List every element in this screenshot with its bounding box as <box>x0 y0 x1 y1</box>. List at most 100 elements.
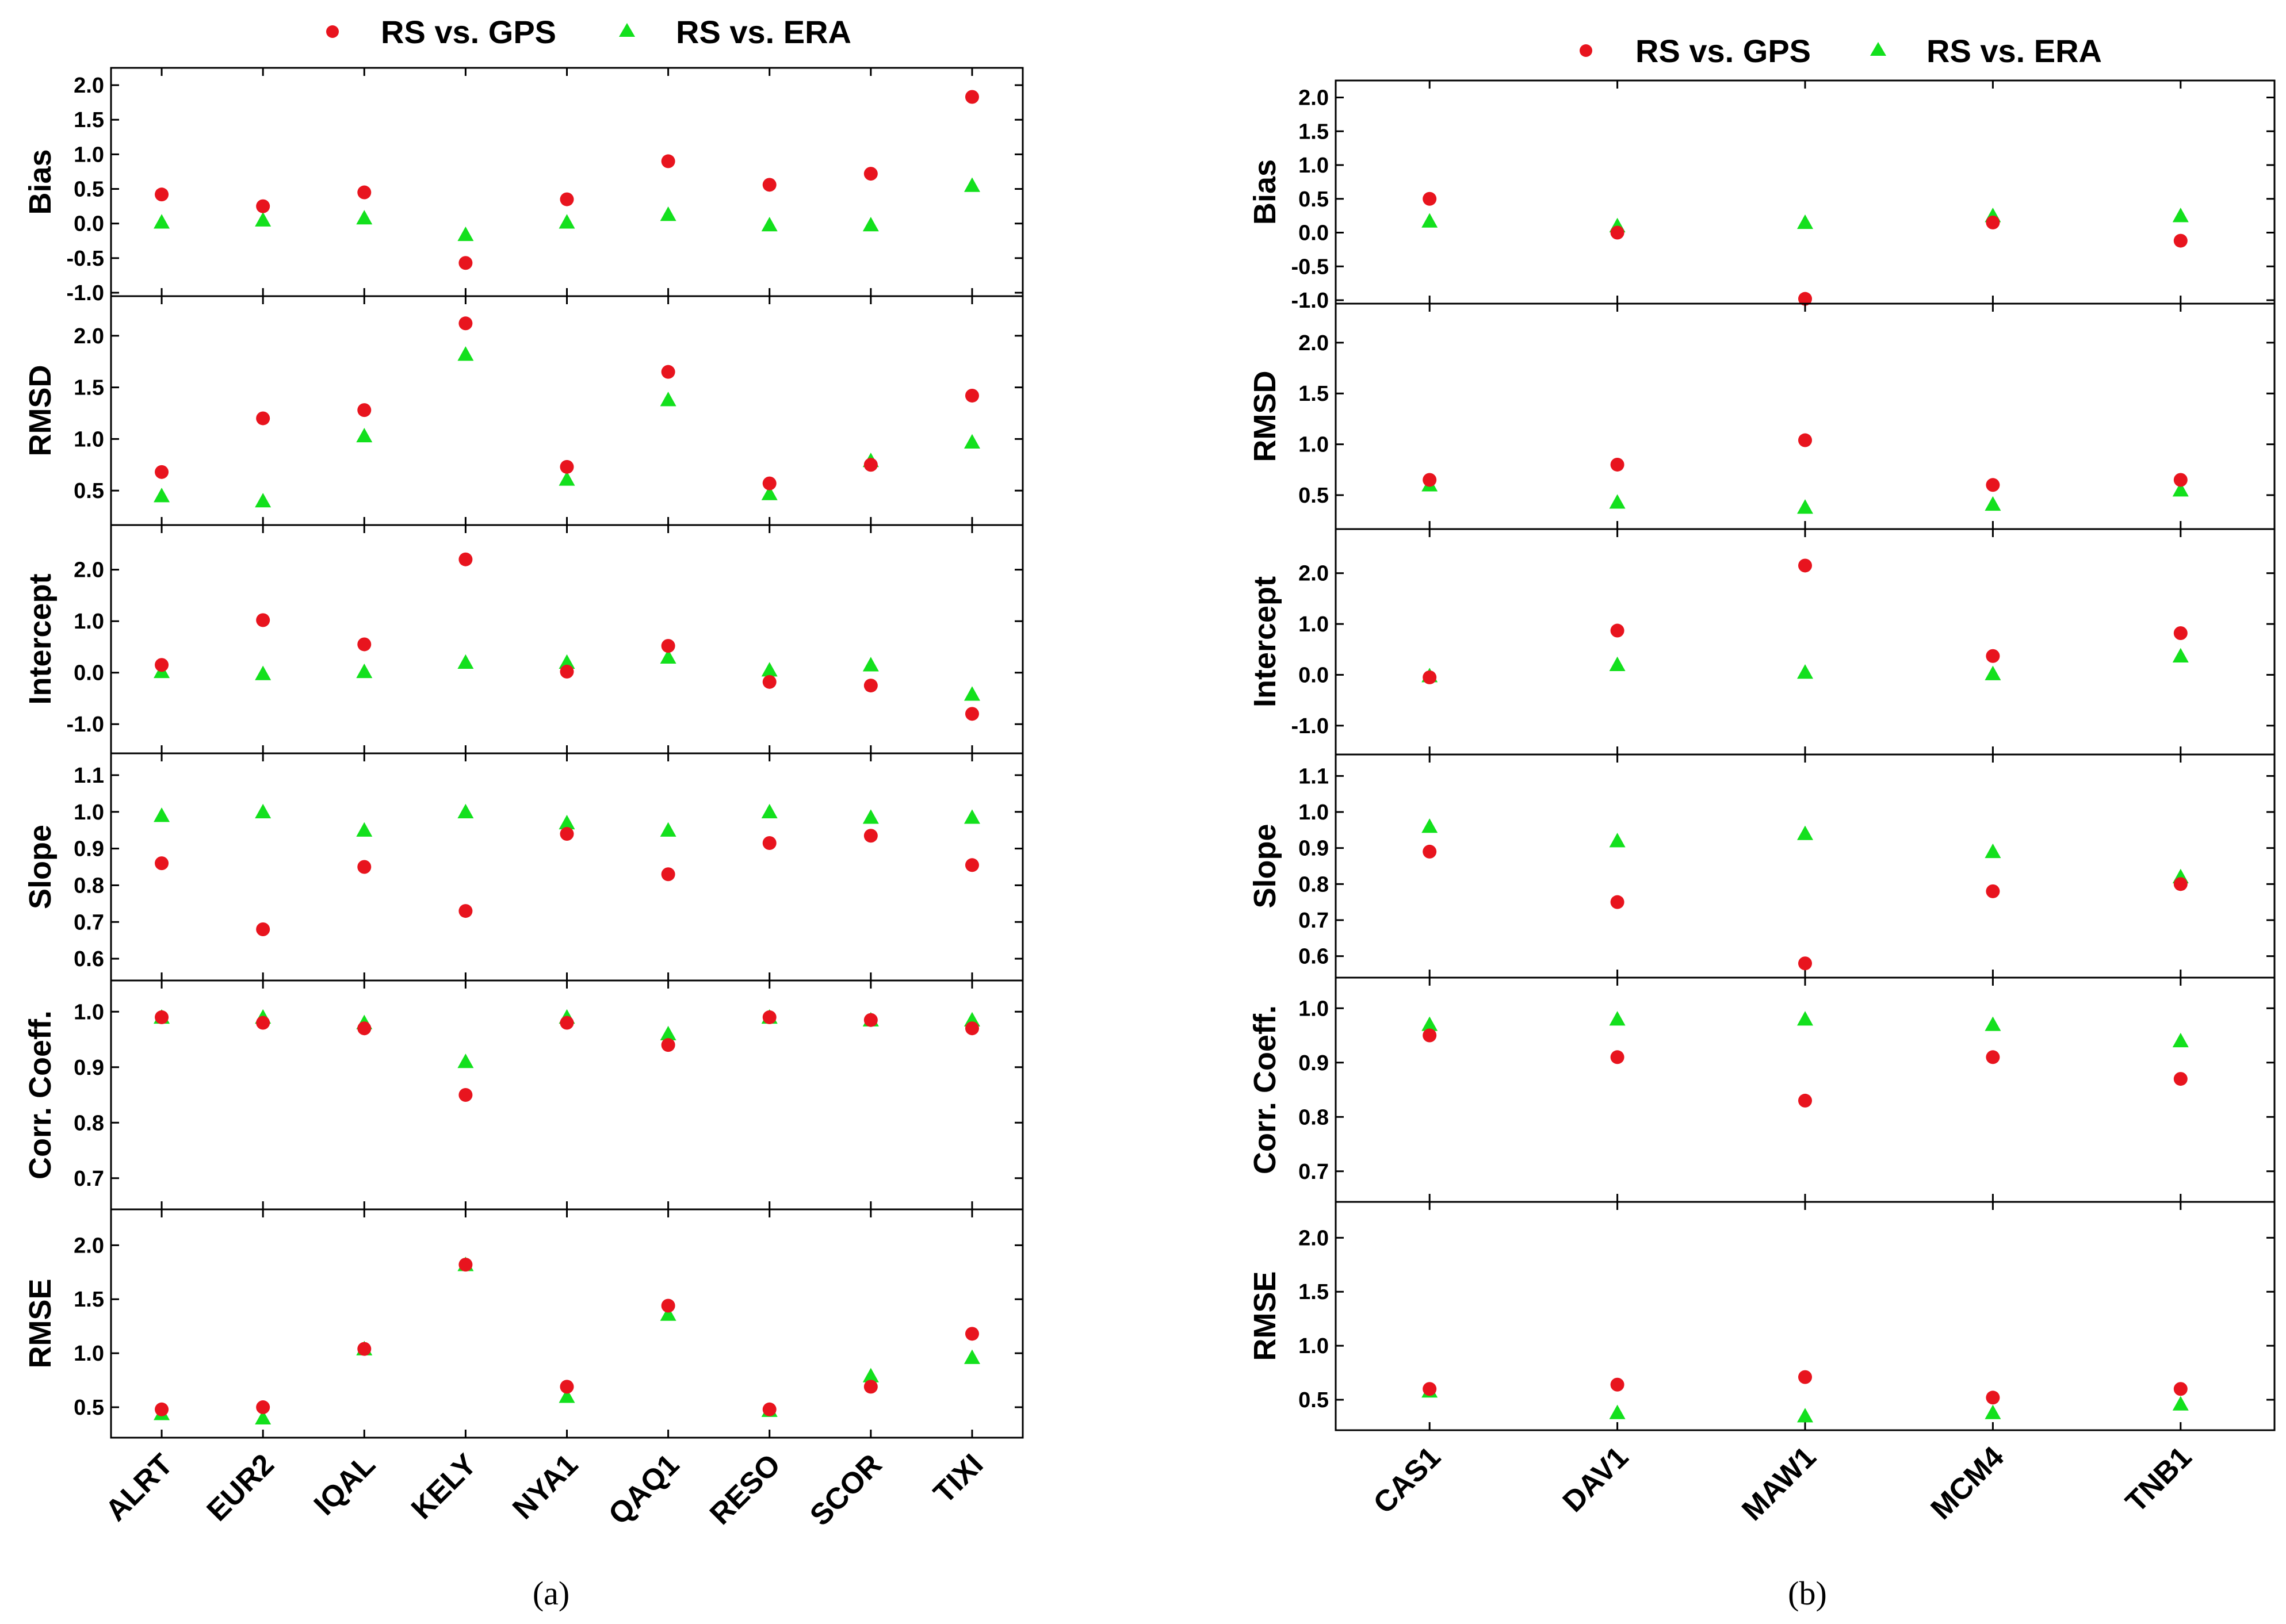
panel-a-corr: 0.7 0.8 0.9 1.0 Corr. Coeff. <box>23 979 1024 1211</box>
gps-point-reso <box>762 836 777 851</box>
x-category-label: DAV1 <box>1557 1440 1635 1518</box>
gps-point-scor <box>863 1013 878 1027</box>
gps-point-tixi <box>965 858 979 872</box>
gps-point-alrt <box>155 465 169 479</box>
gps-point-scor <box>863 458 878 472</box>
legend-b-era-marker <box>1870 42 1886 56</box>
y-axis-label: RMSD <box>23 365 58 457</box>
panel-a-rmse: 0.5 1.0 1.5 2.0 RMSE <box>23 1208 1024 1439</box>
gps-point-qaq1 <box>661 365 675 379</box>
y-tick-label: 0.6 <box>1298 945 1329 969</box>
y-axis-label: RMSD <box>1248 371 1282 462</box>
y-tick-label: 0.5 <box>1298 187 1329 212</box>
chart-a: -1.0 -0.5 0.0 0.5 1.0 1.5 2.0 Bias 0.5 1.0 1.5 2.0 R… <box>23 67 1024 1533</box>
chart-b: -1.0 -0.5 0.0 0.5 1.0 1.5 2.0 Bias 0.5 1.0 1.5 2.0 R… <box>1248 79 2276 1527</box>
panel-a-bias: -1.0 -0.5 0.0 0.5 1.0 1.5 2.0 Bias <box>23 67 1024 305</box>
era-point-mcm4 <box>1985 843 2001 859</box>
y-axis-label: Slope <box>23 825 58 909</box>
era-point-tnb1 <box>2172 1396 2189 1411</box>
gps-point-scor <box>863 1380 878 1394</box>
x-category-label: NYA1 <box>506 1447 584 1526</box>
y-axis-label: Intercept <box>1248 576 1282 707</box>
era-point-mcm4 <box>1985 1016 2001 1031</box>
era-point-nya1 <box>559 471 575 486</box>
y-tick-label: 2.0 <box>1298 1226 1329 1250</box>
gps-point-scor <box>863 167 878 181</box>
y-tick-label: 1.0 <box>1298 997 1329 1021</box>
y-tick-label: 1.0 <box>74 143 104 167</box>
y-tick-label: -1.0 <box>67 713 104 737</box>
y-tick-label: 0.8 <box>74 874 104 898</box>
legend-b: RS vs. GPS RS vs. ERA <box>1580 33 2102 69</box>
gps-point-tnb1 <box>2173 1072 2188 1086</box>
legend-b-gps-marker <box>1580 44 1592 57</box>
gps-point-nya1 <box>560 827 574 841</box>
gps-point-dav1 <box>1610 1377 1624 1392</box>
gps-point-scor <box>863 829 878 843</box>
era-point-tnb1 <box>2172 1032 2189 1048</box>
gps-point-kely <box>458 1258 473 1272</box>
era-point-dav1 <box>1609 833 1626 848</box>
legend-a-gps-label: RS vs. GPS <box>381 14 556 50</box>
gps-point-mcm4 <box>1986 215 2000 229</box>
y-tick-label: -1.0 <box>1291 714 1329 738</box>
gps-point-nya1 <box>560 192 574 206</box>
panel-b-corr: 0.7 0.8 0.9 1.0 Corr. Coeff. <box>1248 976 2276 1203</box>
panel-a-intercept: -1.0 0.0 1.0 2.0 Intercept <box>23 524 1024 754</box>
era-point-iqal <box>356 663 373 679</box>
era-point-kely <box>457 346 474 361</box>
era-point-alrt <box>154 214 170 229</box>
gps-point-tixi <box>965 90 979 104</box>
era-point-iqal <box>356 822 373 837</box>
gps-point-qaq1 <box>661 1038 675 1052</box>
y-tick-label: 1.1 <box>1298 764 1329 788</box>
era-point-eur2 <box>255 493 272 508</box>
x-category-label: QAQ1 <box>602 1447 686 1531</box>
y-tick-label: 1.5 <box>1298 382 1329 406</box>
era-point-scor <box>862 809 879 824</box>
era-point-tixi <box>964 809 980 824</box>
gps-point-tnb1 <box>2173 1382 2188 1396</box>
panel-b-rmse: 0.5 1.0 1.5 2.0 RMSE <box>1248 1201 2276 1431</box>
y-tick-label: 0.9 <box>74 1056 104 1080</box>
panel-b-bias: -1.0 -0.5 0.0 0.5 1.0 1.5 2.0 Bias <box>1248 79 2276 313</box>
gps-point-alrt <box>155 856 169 871</box>
gps-point-mcm4 <box>1986 1050 2000 1064</box>
gps-point-mcm4 <box>1986 884 2000 898</box>
gps-point-reso <box>762 476 777 491</box>
gps-point-dav1 <box>1610 225 1624 240</box>
gps-point-nya1 <box>560 1016 574 1030</box>
gps-point-kely <box>458 904 473 918</box>
x-category-label: TIXI <box>927 1447 989 1510</box>
gps-point-tixi <box>965 1021 979 1036</box>
y-axis-label: RMSE <box>1248 1271 1282 1361</box>
gps-point-cas1 <box>1423 1382 1437 1396</box>
legend-a: RS vs. GPS RS vs. ERA <box>326 14 851 50</box>
gps-point-maw1 <box>1798 1370 1812 1384</box>
y-tick-label: 1.5 <box>74 376 104 400</box>
gps-point-iqal <box>357 637 372 652</box>
gps-point-iqal <box>357 403 372 418</box>
era-point-maw1 <box>1797 1408 1813 1423</box>
gps-point-dav1 <box>1610 895 1624 909</box>
era-point-reso <box>761 217 778 232</box>
era-point-qaq1 <box>660 649 676 664</box>
era-point-scor <box>862 1368 879 1382</box>
era-point-qaq1 <box>660 1025 676 1041</box>
era-point-cas1 <box>1421 1016 1438 1031</box>
gps-point-eur2 <box>256 411 270 426</box>
era-point-mcm4 <box>1985 665 2001 680</box>
era-point-tnb1 <box>2172 648 2189 662</box>
gps-point-reso <box>762 1402 777 1416</box>
gps-point-cas1 <box>1423 191 1437 206</box>
era-point-scor <box>862 217 879 232</box>
gps-point-mcm4 <box>1986 478 2000 492</box>
y-tick-label: 2.0 <box>1298 331 1329 355</box>
panel-b-rmsd: 0.5 1.0 1.5 2.0 RMSD <box>1248 302 2276 530</box>
era-point-iqal <box>356 427 373 443</box>
y-tick-label: 0.9 <box>1298 837 1329 861</box>
era-point-cas1 <box>1421 213 1438 228</box>
x-category-label: ALRT <box>99 1447 179 1527</box>
gps-point-reso <box>762 675 777 689</box>
era-point-tixi <box>964 434 980 449</box>
